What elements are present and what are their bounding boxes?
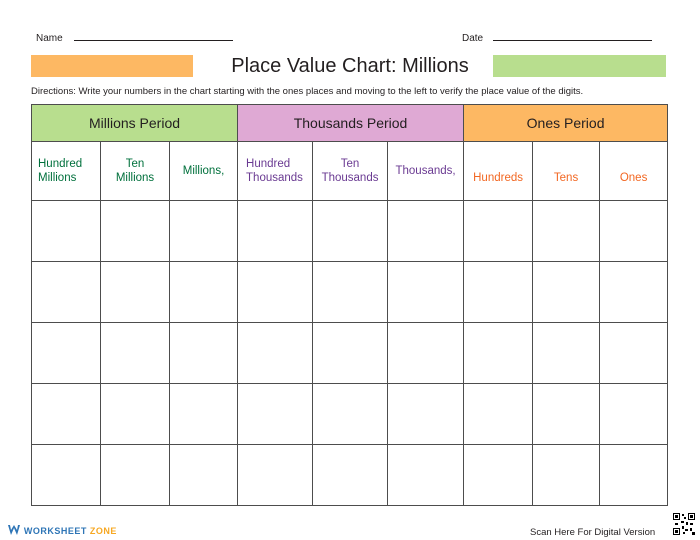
entry-cell[interactable] xyxy=(237,261,314,323)
entry-cell[interactable] xyxy=(168,383,239,445)
entry-cell[interactable] xyxy=(532,261,601,323)
w-logo-icon xyxy=(8,523,24,537)
entry-cell[interactable] xyxy=(312,200,389,262)
entry-cell[interactable] xyxy=(237,444,314,506)
name-line[interactable] xyxy=(74,40,233,41)
entry-cell[interactable] xyxy=(463,383,534,445)
entry-cell[interactable] xyxy=(237,200,314,262)
date-line[interactable] xyxy=(493,40,652,41)
entry-cell[interactable] xyxy=(463,200,534,262)
entry-cell[interactable] xyxy=(387,322,465,384)
entry-cell[interactable] xyxy=(599,444,669,506)
place-value-chart: Millions Period Thousands Period Ones Pe… xyxy=(30,104,669,506)
entry-row xyxy=(31,383,669,445)
entry-cell[interactable] xyxy=(31,322,101,384)
place-ones: Ones xyxy=(599,141,669,201)
entry-row xyxy=(31,444,669,506)
name-label: Name xyxy=(36,33,63,44)
entry-cell[interactable] xyxy=(312,383,389,445)
green-decor-bar xyxy=(493,55,666,77)
entry-cell[interactable] xyxy=(312,261,389,323)
entry-cell[interactable] xyxy=(387,261,465,323)
entry-cell[interactable] xyxy=(599,322,669,384)
entry-cell[interactable] xyxy=(168,444,239,506)
entry-cell[interactable] xyxy=(168,261,239,323)
entry-cell[interactable] xyxy=(100,200,170,262)
entry-cell[interactable] xyxy=(463,322,534,384)
entry-cell[interactable] xyxy=(168,200,239,262)
worksheet-zone-logo: WORKSHEET ZONE xyxy=(8,523,117,537)
ones-period-header: Ones Period xyxy=(463,104,669,142)
entry-cell[interactable] xyxy=(100,383,170,445)
millions-period-header: Millions Period xyxy=(30,104,239,142)
entry-cell[interactable] xyxy=(168,322,239,384)
entry-cell[interactable] xyxy=(387,383,465,445)
entry-row xyxy=(31,261,669,323)
entry-cell[interactable] xyxy=(599,200,669,262)
entry-row xyxy=(31,322,669,384)
place-tens: Tens xyxy=(532,141,601,201)
entry-cell[interactable] xyxy=(463,444,534,506)
entry-cell[interactable] xyxy=(463,261,534,323)
date-label: Date xyxy=(462,33,484,44)
entry-cell[interactable] xyxy=(100,444,170,506)
entry-cell[interactable] xyxy=(237,322,314,384)
entry-cell[interactable] xyxy=(387,444,465,506)
entry-cell[interactable] xyxy=(599,261,669,323)
entry-cell[interactable] xyxy=(387,200,465,262)
place-hundred-thousands: Hundred Thousands xyxy=(237,141,314,201)
place-ten-millions: Ten Millions xyxy=(100,141,170,201)
entry-cell[interactable] xyxy=(100,261,170,323)
entry-row xyxy=(31,200,669,262)
place-thousands: Thousands, xyxy=(387,141,465,201)
page-title: Place Value Chart: Millions xyxy=(231,55,469,77)
entry-cell[interactable] xyxy=(31,200,101,262)
directions-text: Directions: Write your numbers in the ch… xyxy=(31,86,584,97)
orange-decor-bar xyxy=(31,55,193,77)
entry-cell[interactable] xyxy=(312,322,389,384)
scan-text: Scan Here For Digital Version xyxy=(530,527,656,538)
entry-cell[interactable] xyxy=(100,322,170,384)
thousands-period-header: Thousands Period xyxy=(237,104,465,142)
entry-cell[interactable] xyxy=(312,444,389,506)
logo-text-zone: ZONE xyxy=(89,526,117,536)
entry-cell[interactable] xyxy=(237,383,314,445)
entry-cell[interactable] xyxy=(599,383,669,445)
place-ten-thousands: Ten Thousands xyxy=(312,141,389,201)
qr-code-icon[interactable] xyxy=(672,512,696,536)
place-millions: Millions, xyxy=(168,141,239,201)
place-hundreds: Hundreds xyxy=(463,141,534,201)
logo-text: WORKSHEET xyxy=(23,526,87,536)
entry-cell[interactable] xyxy=(532,200,601,262)
entry-cell[interactable] xyxy=(532,322,601,384)
place-hundred-millions: Hundred Millions xyxy=(31,141,101,201)
entry-cell[interactable] xyxy=(31,261,101,323)
entry-cell[interactable] xyxy=(532,383,601,445)
entry-cell[interactable] xyxy=(31,444,101,506)
entry-cell[interactable] xyxy=(532,444,601,506)
entry-cell[interactable] xyxy=(31,383,101,445)
